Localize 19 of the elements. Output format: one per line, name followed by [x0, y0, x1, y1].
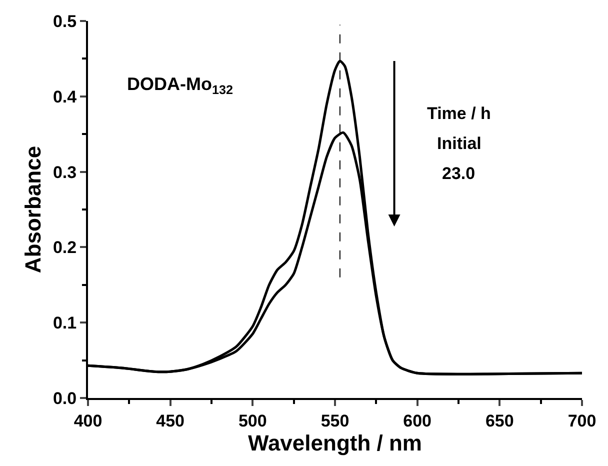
x-tick-label: 400 — [74, 411, 102, 430]
y-tick-label: 0.5 — [52, 12, 77, 31]
x-tick-label: 650 — [485, 411, 514, 430]
y-tick-label: 0.2 — [52, 238, 77, 258]
x-tick-label: 550 — [320, 411, 350, 430]
annotation: 23.0 — [442, 164, 476, 183]
x-tick-label: 600 — [403, 411, 432, 430]
y-tick-label: 0.3 — [52, 162, 77, 182]
y-tick-label: 0.0 — [52, 388, 77, 408]
y-axis-title: Absorbance — [20, 146, 46, 274]
annotation: DODA-Mo$_{132}$ — [127, 74, 233, 97]
x-tick-label: 700 — [568, 411, 596, 430]
y-tick-label: 0.4 — [52, 87, 78, 106]
x-tick-label: 500 — [238, 411, 267, 430]
x-axis-title: Wavelength / nm — [248, 430, 422, 456]
y-tick-label: 0.1 — [52, 314, 77, 333]
x-tick-label: 450 — [156, 411, 185, 430]
annotation: Time / h — [427, 104, 491, 123]
annotation: Initial — [437, 134, 482, 153]
